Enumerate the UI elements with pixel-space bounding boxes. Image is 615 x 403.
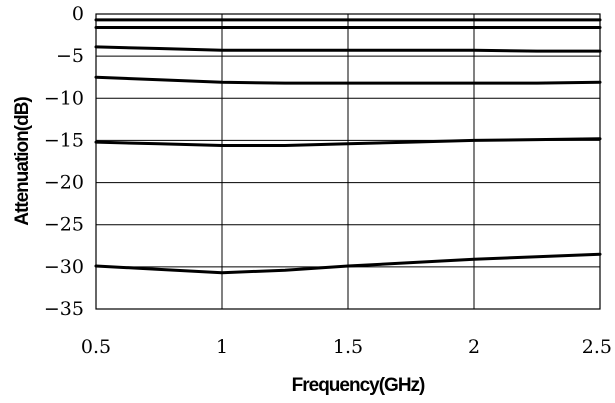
x-tick-label: 1 <box>216 336 228 358</box>
y-tick-label: 0 <box>72 3 84 25</box>
y-tick-label: −15 <box>44 129 84 151</box>
y-axis-label: Attenuation(dB) <box>12 97 33 226</box>
x-tick-label: 0.5 <box>81 336 111 358</box>
series-line-3 <box>94 45 602 53</box>
y-tick-label: −20 <box>44 172 84 194</box>
y-tick-labels: 0 −5 −10 −15 −20 −25 −30 −35 <box>44 3 84 320</box>
x-tick-label: 2.5 <box>582 336 612 358</box>
y-tick-label: −30 <box>44 256 84 278</box>
y-tick-label: −5 <box>56 45 84 67</box>
y-tick-label: −35 <box>44 298 84 320</box>
series-line-4 <box>94 75 602 85</box>
x-tick-label: 2 <box>468 336 480 358</box>
y-tick-label: −25 <box>44 214 84 236</box>
plot-frame <box>95 13 601 310</box>
x-axis-label: Frequency(GHz) <box>292 375 425 396</box>
y-tick-label: −10 <box>44 87 84 109</box>
series-group <box>94 18 602 275</box>
x-tick-label: 1.5 <box>333 336 363 358</box>
series-line-6 <box>94 252 602 275</box>
series-line-5 <box>94 137 602 147</box>
x-tick-labels: 0.5 1 1.5 2 2.5 <box>81 336 612 358</box>
